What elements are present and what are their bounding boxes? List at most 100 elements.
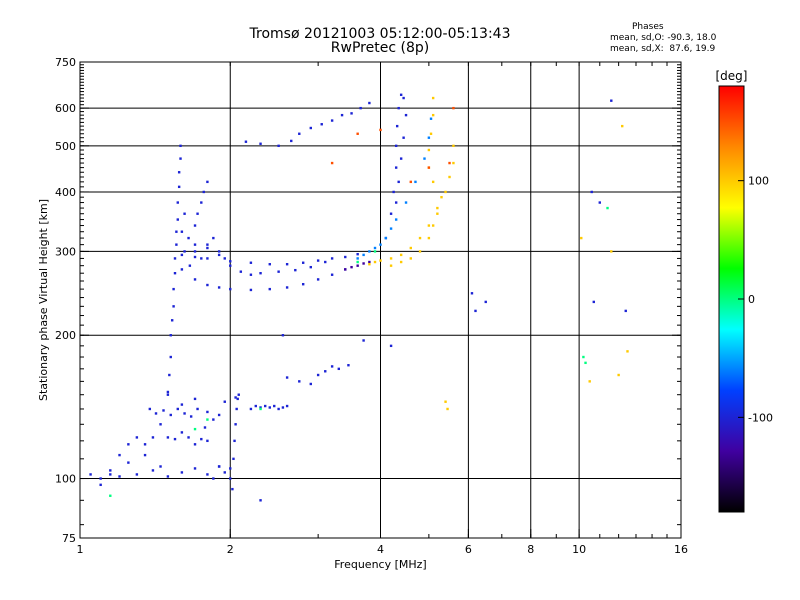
x-tick-label: 16 — [674, 543, 688, 556]
data-point — [180, 403, 184, 406]
data-point — [427, 136, 431, 139]
data-point — [118, 453, 121, 457]
data-point — [264, 404, 267, 408]
data-point — [294, 268, 297, 272]
data-point — [109, 494, 112, 497]
data-point — [626, 350, 629, 353]
data-point — [624, 309, 627, 313]
data-point — [217, 253, 221, 257]
data-point — [180, 253, 184, 257]
data-point — [588, 380, 591, 383]
data-point — [206, 257, 209, 260]
data-point — [431, 180, 435, 184]
data-point — [427, 236, 431, 240]
data-point — [235, 407, 238, 411]
data-point — [229, 260, 232, 263]
data-point — [212, 236, 215, 240]
data-point — [173, 437, 177, 441]
x-tick-label: 4 — [377, 543, 384, 556]
data-point — [151, 469, 155, 472]
data-point — [344, 268, 347, 271]
data-point — [223, 400, 226, 403]
x-tick-label: 1 — [77, 543, 84, 556]
data-point — [414, 180, 417, 184]
data-point — [582, 355, 585, 359]
data-point — [236, 397, 239, 401]
data-point — [206, 180, 209, 184]
data-point — [234, 423, 237, 426]
y-tick-label: 750 — [55, 56, 76, 69]
data-point — [397, 106, 400, 110]
data-point — [373, 246, 377, 250]
data-point — [350, 265, 353, 269]
data-point — [173, 272, 177, 275]
data-point — [180, 471, 184, 474]
data-point — [389, 344, 393, 348]
data-point — [309, 126, 312, 130]
data-point — [580, 236, 583, 240]
data-point — [330, 119, 334, 122]
data-point — [316, 259, 320, 262]
chart-title: Tromsø 20121003 05:12:00-05:13:43 — [249, 26, 511, 42]
data-point — [418, 236, 422, 240]
data-point — [206, 418, 209, 421]
data-point — [177, 171, 181, 174]
data-point — [193, 427, 197, 431]
data-point — [268, 287, 271, 291]
data-point — [229, 287, 232, 291]
data-point — [316, 278, 320, 281]
data-point — [409, 180, 412, 184]
data-point — [362, 339, 365, 342]
data-point — [177, 185, 181, 189]
data-point — [176, 218, 179, 221]
data-point — [316, 373, 320, 377]
data-point — [359, 106, 362, 110]
data-point — [118, 475, 121, 478]
data-point — [431, 96, 435, 100]
data-point — [259, 406, 262, 409]
data-point — [234, 396, 237, 399]
colorbar-label: [deg] — [716, 69, 748, 83]
phases-title: Phases — [632, 22, 664, 32]
data-point — [229, 264, 232, 267]
colorbar-tick-label: 0 — [748, 293, 755, 306]
data-point — [176, 407, 179, 411]
data-point — [470, 292, 474, 295]
data-point — [384, 236, 388, 240]
data-point — [285, 263, 289, 266]
data-point — [399, 93, 403, 96]
data-point — [448, 175, 451, 179]
data-point — [402, 96, 405, 100]
y-tick-label: 300 — [55, 245, 76, 258]
data-point — [143, 443, 147, 446]
data-point — [606, 206, 609, 210]
data-point — [344, 255, 347, 259]
data-point — [452, 161, 455, 165]
data-point — [431, 224, 435, 227]
data-point — [397, 180, 400, 184]
data-point — [148, 407, 152, 411]
data-point — [223, 471, 226, 474]
x-tick-label: 6 — [465, 543, 472, 556]
data-point — [162, 409, 165, 412]
data-point — [143, 453, 147, 457]
data-point — [330, 365, 334, 368]
data-point — [436, 206, 439, 210]
data-point — [379, 259, 382, 262]
data-point — [368, 260, 371, 264]
data-point — [281, 406, 285, 409]
data-point — [610, 250, 613, 253]
data-point — [394, 218, 398, 221]
data-point — [429, 132, 433, 135]
data-point — [436, 212, 439, 215]
data-point — [418, 250, 422, 253]
data-point — [169, 413, 172, 417]
data-point — [206, 246, 209, 250]
data-point — [200, 257, 203, 260]
data-point — [196, 212, 199, 215]
x-axis-label: Frequency [MHz] — [334, 558, 426, 571]
data-point — [392, 190, 395, 194]
data-point — [200, 201, 203, 204]
